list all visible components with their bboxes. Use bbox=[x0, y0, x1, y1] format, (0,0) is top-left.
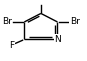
Text: Br: Br bbox=[2, 17, 12, 26]
Text: Br: Br bbox=[70, 17, 80, 26]
Text: N: N bbox=[54, 35, 61, 44]
Text: F: F bbox=[10, 41, 15, 50]
